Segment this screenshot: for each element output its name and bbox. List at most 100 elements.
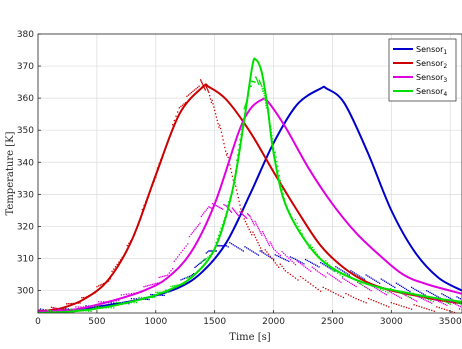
sensor-2-measured-point — [252, 231, 254, 233]
sensor-4-measured-point — [97, 306, 100, 308]
sensor-1-measured-point — [247, 248, 250, 250]
sensor-3-measured-point — [260, 232, 262, 235]
sensor-2-measured-point — [172, 124, 174, 126]
sensor-1-measured-point — [407, 289, 409, 292]
sensor-4-measured-point — [250, 85, 252, 87]
sensor-1-measured-point — [350, 270, 352, 272]
sensor-2-measured-point — [204, 89, 206, 91]
sensor-4-measured-point — [256, 78, 258, 80]
sensor-4-measured-point — [166, 291, 169, 293]
sensor-2-measured-point — [345, 292, 347, 295]
sensor-4-measured-point — [90, 310, 92, 313]
sensor-1-measured-point — [373, 279, 376, 281]
sensor-3-measured-point — [399, 296, 401, 298]
sensor-4-measured-point — [313, 249, 315, 251]
sensor-4-measured-point — [326, 262, 329, 264]
sensor-3-measured-point — [256, 225, 259, 228]
sensor-3-measured-point — [382, 292, 384, 294]
sensor-2-measured-point — [355, 297, 357, 300]
x-tick-label: 1000 — [144, 317, 167, 327]
sensor-1-measured-point — [363, 278, 366, 280]
sensor-3-measured-point — [254, 220, 256, 223]
sensor-3-measured-point — [390, 292, 393, 294]
sensor-2-measured-point — [304, 279, 307, 281]
sensor-1-measured-point — [434, 294, 436, 296]
sensor-3-measured-point — [223, 204, 225, 206]
sensor-3-measured-point — [432, 298, 435, 300]
sensor-4-measured-point — [275, 156, 277, 158]
sensor-4-measured-point — [254, 81, 256, 83]
sensor-2-measured-point — [446, 309, 448, 311]
sensor-3-measured-point — [231, 207, 234, 209]
sensor-2-measured-point — [186, 95, 188, 97]
sensor-3-measured-point — [259, 231, 261, 233]
sensor-2-measured-point — [388, 306, 390, 308]
sensor-4-measured-point — [280, 184, 282, 186]
sensor-4-measured-point — [384, 290, 387, 293]
sensor-3-measured-point — [211, 203, 214, 205]
sensor-1-measured-point — [196, 264, 199, 267]
sensor-2-measured-point — [220, 131, 223, 133]
sensor-3-measured-point — [235, 211, 237, 213]
sensor-4-measured-point — [410, 296, 412, 299]
sensor-4-measured-point — [264, 102, 267, 104]
sensor-2-measured-point — [347, 294, 350, 296]
sensor-3-measured-point — [264, 236, 266, 238]
sensor-2-measured-point — [380, 303, 382, 305]
sensor-3-measured-point — [230, 210, 232, 212]
sensor-1-measured-point — [284, 259, 287, 261]
sensor-4-measured-point — [256, 80, 259, 83]
sensor-2-measured-point — [438, 307, 440, 309]
sensor-2-measured-point — [453, 311, 456, 313]
sensor-3-measured-point — [352, 283, 354, 286]
sensor-3-measured-point — [204, 210, 206, 213]
sensor-1-measured-point — [276, 255, 278, 257]
sensor-3-measured-point — [454, 303, 456, 305]
sensor-4-measured-point — [219, 231, 221, 233]
sensor-1-measured-point — [378, 282, 381, 284]
sensor-1-measured-point — [304, 258, 307, 261]
sensor-4-measured-point — [140, 296, 143, 299]
sensor-4-measured-point — [222, 220, 225, 222]
sensor-1-measured-point — [335, 266, 337, 268]
sensor-3-measured-point — [378, 289, 381, 292]
sensor-2-measured-point — [390, 302, 393, 304]
sensor-3-measured-point — [384, 293, 386, 295]
sensor-2-measured-point — [229, 164, 231, 166]
sensor-4-measured-point — [187, 277, 189, 279]
sensor-4-measured-point — [175, 284, 177, 287]
sensor-4-measured-point — [456, 301, 458, 303]
sensor-3-measured-point — [249, 215, 251, 217]
sensor-2-measured-point — [50, 306, 53, 308]
sensor-2-measured-point — [64, 308, 66, 310]
sensor-3-measured-point — [237, 214, 239, 217]
sensor-4-measured-point — [183, 283, 186, 285]
sensor-2-measured-point — [428, 308, 430, 311]
sensor-3-measured-point — [235, 212, 238, 214]
sensor-3-measured-point — [444, 303, 446, 306]
sensor-1-measured-point — [200, 261, 202, 263]
sensor-1-measured-point — [235, 246, 238, 248]
sensor-2-measured-point — [272, 260, 275, 262]
sensor-2-measured-point — [283, 267, 285, 270]
sensor-4-measured-point — [241, 123, 244, 125]
sensor-1-measured-point — [421, 292, 423, 294]
sensor-3-measured-point — [320, 272, 322, 275]
sensor-3-measured-point — [224, 204, 226, 207]
sensor-2-measured-point — [119, 259, 122, 261]
sensor-3-measured-point — [143, 286, 145, 288]
sensor-2-measured-point — [451, 311, 453, 313]
sensor-2-measured-point — [307, 281, 309, 283]
sensor-3-measured-point — [229, 209, 231, 211]
sensor-2-measured-point — [421, 306, 423, 308]
sensor-4-measured-point — [357, 281, 359, 283]
sensor-2-measured-point — [237, 196, 239, 199]
sensor-1-measured-point — [399, 284, 401, 286]
sensor-3-measured-point — [311, 266, 313, 268]
sensor-1-measured-point — [316, 265, 319, 267]
sensor-1-measured-point — [148, 298, 150, 301]
sensor-3-measured-point — [253, 224, 255, 226]
sensor-3-measured-point — [194, 228, 196, 231]
sensor-1-measured-point — [163, 294, 165, 297]
sensor-2-measured-point — [128, 242, 130, 244]
